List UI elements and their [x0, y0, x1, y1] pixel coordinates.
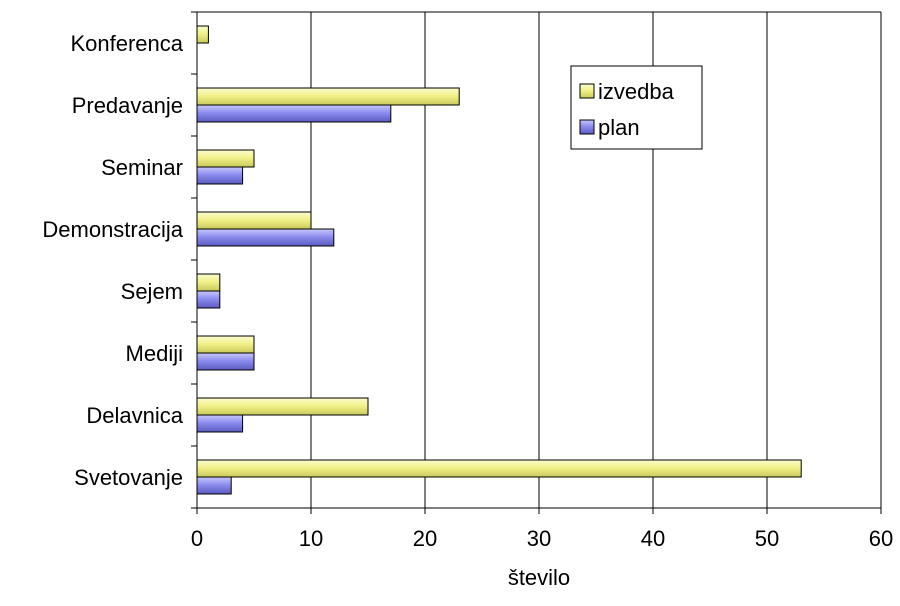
category-label-predavanje: Predavanje	[72, 93, 183, 118]
bar-plan-demonstracija	[196, 228, 335, 247]
category-label-svetovanje: Svetovanje	[74, 465, 183, 490]
bar-plan-svetovanje	[196, 476, 232, 495]
bar-izvedba-demonstracija	[196, 211, 312, 230]
x-tick-label-20: 20	[413, 526, 437, 551]
bars	[196, 25, 802, 495]
bar-plan-delavnica	[196, 414, 244, 433]
bar-izvedba-mediji	[196, 335, 255, 354]
bar-plan-sejem	[196, 290, 221, 309]
bar-izvedba-predavanje	[196, 87, 460, 106]
legend-label-izvedba: izvedba	[598, 79, 675, 104]
axes	[191, 11, 882, 514]
x-tick-label-0: 0	[191, 526, 203, 551]
legend-swatch-plan	[579, 119, 595, 135]
labels: 0 10 20 30 40 50 60 Konferenca Predavanje Seminar…	[42, 31, 893, 551]
x-axis-title: število	[508, 565, 570, 590]
legend-box	[570, 65, 703, 150]
category-label-konferenca: Konferenca	[70, 31, 183, 56]
bar-izvedba-konferenca	[196, 25, 209, 44]
legend: izvedba plan	[570, 65, 703, 150]
x-tick-label-10: 10	[299, 526, 323, 551]
bar-izvedba-svetovanje	[196, 459, 802, 478]
x-tick-label-30: 30	[527, 526, 551, 551]
x-tick-label-40: 40	[641, 526, 665, 551]
category-label-demonstracija: Demonstracija	[42, 217, 183, 242]
bar-izvedba-sejem	[196, 273, 221, 292]
x-tick-label-60: 60	[869, 526, 893, 551]
bar-izvedba-delavnica	[196, 397, 369, 416]
bar-plan-predavanje	[196, 104, 392, 123]
bar-izvedba-seminar	[196, 149, 255, 168]
legend-label-plan: plan	[598, 115, 640, 140]
category-label-sejem: Sejem	[121, 279, 183, 304]
category-label-seminar: Seminar	[101, 155, 183, 180]
bar-plan-seminar	[196, 166, 244, 185]
bar-plan-mediji	[196, 352, 255, 371]
category-label-mediji: Mediji	[126, 341, 183, 366]
category-label-delavnica: Delavnica	[86, 403, 183, 428]
x-tick-label-50: 50	[755, 526, 779, 551]
legend-swatch-izvedba	[579, 83, 595, 99]
